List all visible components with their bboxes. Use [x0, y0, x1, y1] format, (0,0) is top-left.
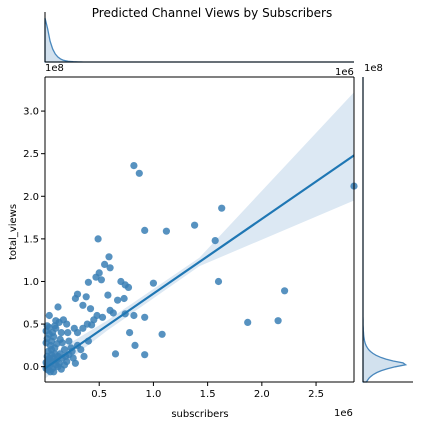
scatter-point	[84, 278, 92, 286]
scatter-point	[130, 162, 138, 170]
y-tick-label: 3.0	[23, 107, 39, 118]
scatter-point	[130, 311, 138, 320]
y-tick-label: 0.5	[23, 320, 39, 331]
scatter-point	[80, 352, 88, 360]
scatter-point	[158, 330, 166, 338]
scatter-point	[92, 273, 100, 281]
scatter-point	[120, 294, 128, 303]
y-tick-label: 2.5	[23, 149, 39, 160]
scatter-point	[214, 277, 223, 286]
scatter-point	[141, 313, 149, 321]
scatter-point	[191, 221, 199, 229]
scatter-point	[211, 237, 219, 245]
right-marginal-multiplier-label: 1e8	[364, 63, 383, 74]
scatter-point	[64, 329, 72, 337]
scatter-point	[135, 169, 143, 177]
scatter-point	[51, 322, 59, 330]
scatter-point	[106, 264, 114, 272]
x-tick-label: 0.5	[91, 389, 107, 400]
scatter-point	[54, 363, 62, 371]
y-tick-label: 1.5	[23, 234, 39, 245]
main-plot-area: 0.5 1.0 1.5 2.0 2.5 0.0 0.5 1.0 1.5 2.0 2.5 3.0	[23, 76, 358, 400]
x-tick-label: 1.5	[200, 389, 216, 400]
scatter-point	[131, 341, 139, 349]
chart-title: Predicted Channel Views by Subscribers	[92, 6, 332, 20]
scatter-point	[141, 351, 149, 359]
right-marginal-plot	[362, 77, 413, 383]
scatter-point	[141, 226, 149, 234]
y-axis-label: total_views	[8, 204, 19, 260]
scatter-point	[111, 350, 120, 358]
x-tick-label: 1.0	[145, 389, 161, 400]
scatter-point	[71, 359, 79, 367]
scatter-point	[63, 320, 71, 328]
scatter-point	[86, 305, 95, 313]
scatter-point	[65, 337, 73, 345]
scatter-point	[57, 329, 65, 337]
scatter-point	[94, 235, 102, 243]
scatter-point	[281, 287, 289, 295]
scatter-point	[73, 329, 82, 337]
scatter-point	[126, 329, 134, 337]
scatter-point	[79, 301, 87, 309]
y-tick-label: 1.0	[23, 277, 39, 288]
scatter-point	[105, 253, 113, 261]
y-axis-multiplier-label: 1e8	[45, 63, 64, 74]
scatter-point	[218, 204, 226, 212]
scatter-point	[45, 311, 53, 320]
scatter-point	[101, 260, 109, 268]
scatter-point	[71, 294, 79, 303]
scatter-point	[124, 283, 133, 291]
right-marginal-density	[362, 77, 408, 383]
regression-line	[44, 154, 355, 370]
top-marginal-density	[44, 17, 354, 63]
x-tick-label: 2.0	[254, 389, 270, 400]
scatter-point	[82, 293, 90, 301]
scatter-point	[50, 368, 58, 376]
scatter-point	[98, 313, 107, 321]
y-tick-label: 2.0	[23, 192, 39, 203]
x-axis-label: subscribers	[171, 409, 228, 420]
scatter-point	[244, 318, 252, 326]
top-marginal-multiplier-label: 1e6	[335, 67, 354, 78]
confidence-band	[45, 92, 354, 379]
scatter-point	[104, 291, 112, 299]
y-tick-label: 0.0	[23, 362, 39, 373]
scatter-point	[79, 324, 87, 332]
scatter-point	[45, 323, 53, 332]
scatter-point	[114, 296, 122, 304]
scatter-point	[97, 276, 105, 284]
top-marginal-plot	[44, 12, 354, 63]
scatter-point	[274, 317, 282, 325]
scatter-point	[162, 227, 170, 235]
scatter-point	[149, 279, 157, 287]
x-tick-label: 2.5	[308, 389, 324, 400]
scatter-point	[77, 346, 85, 354]
scatter-point	[106, 306, 114, 314]
scatter-point	[58, 339, 66, 347]
scatter-point	[54, 303, 62, 311]
x-axis-multiplier-label: 1e6	[334, 408, 353, 419]
